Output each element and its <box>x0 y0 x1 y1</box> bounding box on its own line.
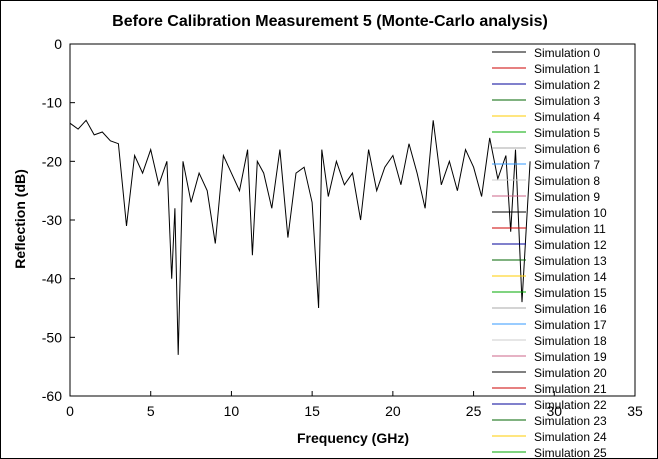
y-tick-label: -20 <box>42 153 62 169</box>
ticks-layer: 0 5 10 15 20 25 30 35 0 -10 -20 -30 -40 -50 -60 <box>42 36 643 419</box>
legend-label: Simulation 19 <box>534 350 607 364</box>
x-tick-label: 30 <box>546 403 562 419</box>
legend-label: Simulation 14 <box>534 270 607 284</box>
y-tick-label: 0 <box>54 36 62 52</box>
legend-label: Simulation 1 <box>534 62 600 76</box>
legend: Simulation 0 Simulation 1 Simulation 2 Simu… <box>492 46 607 459</box>
y-axis-label: Reflection (dB) <box>12 169 28 269</box>
legend-label: Simulation 5 <box>534 126 600 140</box>
legend-label: Simulation 25 <box>534 446 607 459</box>
legend-label: Simulation 0 <box>534 46 600 60</box>
legend-label: Simulation 18 <box>534 334 607 348</box>
legend-label: Simulation 21 <box>534 382 607 396</box>
legend-label: Simulation 9 <box>534 190 600 204</box>
legend-label: Simulation 2 <box>534 78 600 92</box>
y-tick-label: -30 <box>42 212 62 228</box>
x-tick-label: 20 <box>385 403 401 419</box>
chart-title: Before Calibration Measurement 5 (Monte-… <box>112 13 548 30</box>
plot-layer <box>69 119 531 355</box>
x-tick-label: 10 <box>224 403 240 419</box>
legend-label: Simulation 6 <box>534 142 600 156</box>
legend-label: Simulation 12 <box>534 238 607 252</box>
x-axis-label: Frequency (GHz) <box>297 430 409 446</box>
y-tick-label: -60 <box>42 388 62 404</box>
x-tick-label: 25 <box>466 403 482 419</box>
y-tick-label: -40 <box>42 271 62 287</box>
legend-label: Simulation 3 <box>534 94 600 108</box>
legend-label: Simulation 23 <box>534 414 607 428</box>
x-tick-label: 15 <box>304 403 320 419</box>
legend-label: Simulation 20 <box>534 366 607 380</box>
x-tick-label: 5 <box>147 403 155 419</box>
legend-label: Simulation 8 <box>534 174 600 188</box>
y-tick-label: -10 <box>42 95 62 111</box>
legend-label: Simulation 17 <box>534 318 607 332</box>
legend-label: Simulation 24 <box>534 430 607 444</box>
legend-label: Simulation 16 <box>534 302 607 316</box>
legend-label: Simulation 7 <box>534 158 600 172</box>
legend-label: Simulation 11 <box>534 222 606 236</box>
legend-label: Simulation 10 <box>534 206 607 220</box>
legend-label: Simulation 15 <box>534 286 607 300</box>
series-line-0 <box>69 119 531 355</box>
x-tick-label: 35 <box>627 403 643 419</box>
y-tick-label: -50 <box>42 329 62 345</box>
legend-label: Simulation 4 <box>534 110 600 124</box>
x-tick-label: 0 <box>66 403 74 419</box>
legend-label: Simulation 13 <box>534 254 607 268</box>
legend-label: Simulation 22 <box>534 398 607 412</box>
